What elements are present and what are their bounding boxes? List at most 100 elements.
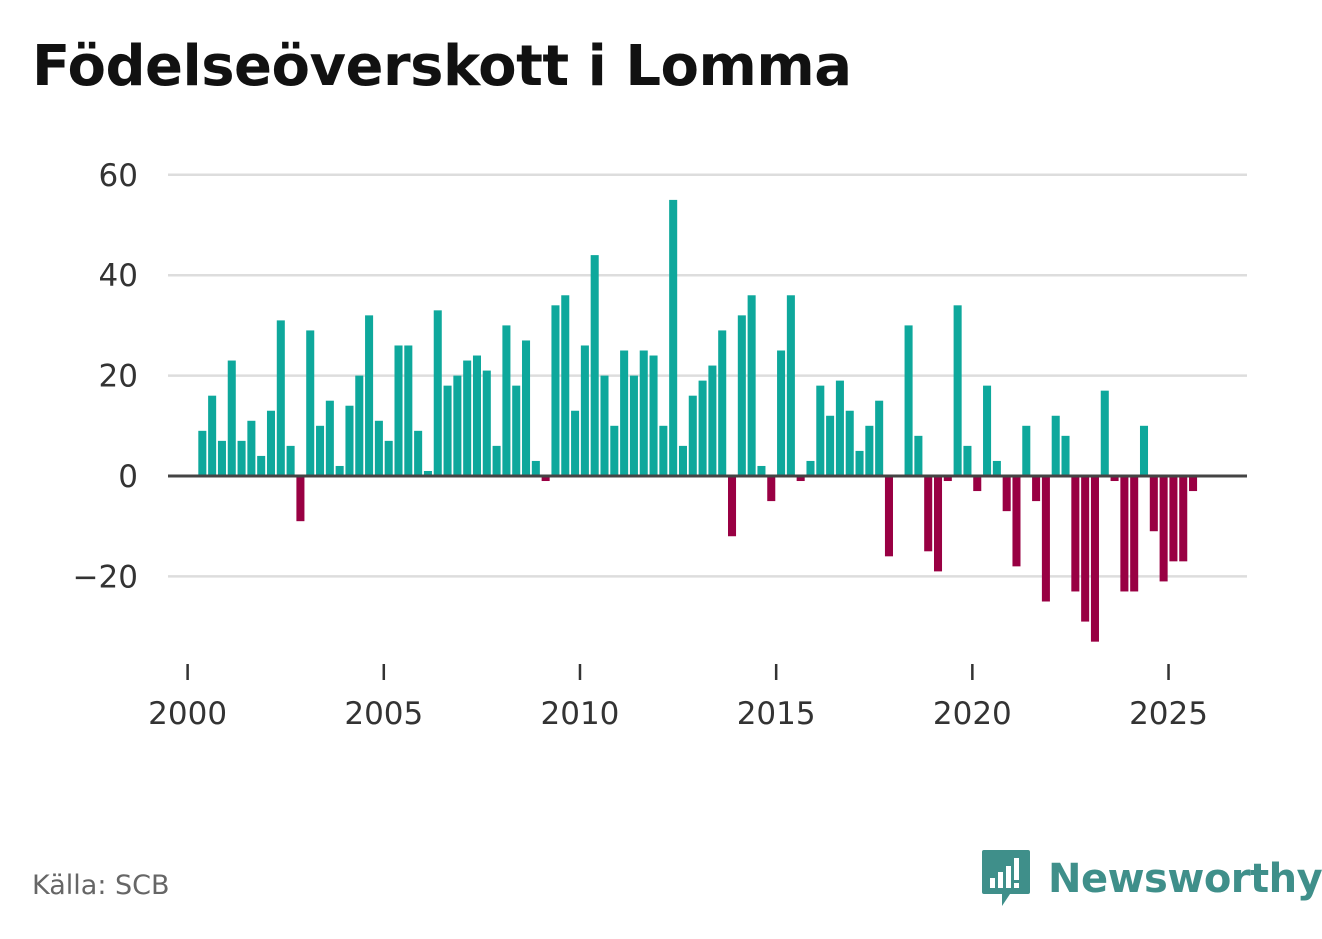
bar-positive <box>1139 425 1149 476</box>
bar-positive <box>669 199 678 476</box>
bar-positive <box>365 315 374 476</box>
bar-positive <box>571 410 580 476</box>
y-tick-label: 0 <box>118 459 138 495</box>
axes: 60 40 20 0 −20 2000 2005 2010 2015 2020 2025 <box>73 158 1247 732</box>
bar-positive <box>806 460 815 476</box>
y-tick-label: 60 <box>99 158 138 194</box>
bar-negative <box>1130 476 1139 592</box>
bar-positive <box>620 350 629 476</box>
bar-positive <box>443 385 452 476</box>
x-tick-label: 2020 <box>933 696 1012 732</box>
bar-negative <box>1081 476 1090 622</box>
source-note: Källa: SCB <box>32 870 170 901</box>
bar-negative <box>1179 476 1188 562</box>
bar-positive <box>855 450 864 476</box>
bar-negative <box>296 476 305 522</box>
bar-positive <box>531 460 540 476</box>
bar-positive <box>757 465 766 476</box>
bar-positive <box>816 385 825 476</box>
bar-positive <box>286 445 295 476</box>
bar-positive <box>983 385 992 476</box>
bar-positive <box>845 410 854 476</box>
bar-positive <box>423 470 432 476</box>
bar-positive <box>698 380 707 476</box>
bar-positive <box>718 330 727 476</box>
bar-positive <box>355 375 364 476</box>
bar-positive <box>904 325 913 476</box>
bar-positive <box>1061 435 1070 476</box>
bar-chart-speech-bubble-icon <box>982 850 1030 906</box>
bar-positive <box>316 425 325 476</box>
bar-positive <box>551 305 560 476</box>
bar-positive <box>472 355 481 476</box>
bar-positive <box>208 395 217 476</box>
bar-positive <box>610 425 619 476</box>
bar-positive <box>1051 415 1060 476</box>
bar-positive <box>492 445 501 476</box>
bar-negative <box>1159 476 1168 582</box>
bar-negative <box>884 476 893 557</box>
bar-positive <box>777 350 786 476</box>
brand-name: Newsworthy <box>1048 856 1322 902</box>
bar-positive <box>561 295 570 476</box>
bar-positive <box>875 400 884 476</box>
bar-positive <box>786 295 795 476</box>
bar-positive <box>992 460 1001 476</box>
bar-positive <box>433 310 442 476</box>
x-tick-label: 2010 <box>541 696 620 732</box>
bar-negative <box>933 476 943 572</box>
chart-title: Födelseöverskott i Lomma <box>32 34 852 99</box>
bar-positive <box>914 435 923 476</box>
bar-negative <box>728 476 737 537</box>
bar-negative <box>1149 476 1158 532</box>
bar-positive <box>678 445 687 476</box>
bar-positive <box>600 375 609 476</box>
bar-positive <box>953 305 962 476</box>
bar-positive <box>649 355 658 476</box>
bar-positive <box>384 440 393 476</box>
bar-positive <box>463 360 472 476</box>
x-tick-label: 2000 <box>148 696 227 732</box>
bar-positive <box>502 325 511 476</box>
bar-positive <box>404 345 413 476</box>
y-tick-label: −20 <box>73 559 138 595</box>
bar-negative <box>924 476 933 552</box>
bar-positive <box>257 455 266 476</box>
bar-negative <box>1002 476 1011 512</box>
bar-positive <box>345 405 354 476</box>
bar-positive <box>590 255 599 476</box>
bar-negative <box>1041 476 1050 602</box>
bar-positive <box>826 415 835 476</box>
bar-positive <box>217 440 226 476</box>
bar-positive <box>335 465 344 476</box>
y-tick-label: 20 <box>99 359 138 395</box>
bar-positive <box>453 375 462 476</box>
bar-positive <box>482 370 491 476</box>
bar-positive <box>580 345 589 476</box>
bar-positive <box>688 395 697 476</box>
bar-negative <box>973 476 982 492</box>
bar-positive <box>325 400 334 476</box>
bar-chart: 60 40 20 0 −20 2000 2005 2010 2015 2020 2025 <box>73 158 1247 732</box>
bars <box>198 199 1198 642</box>
bar-positive <box>374 420 383 476</box>
bar-negative <box>1071 476 1080 592</box>
bar-positive <box>237 440 246 476</box>
bar-positive <box>865 425 874 476</box>
bar-positive <box>394 345 403 476</box>
bar-positive <box>659 425 668 476</box>
bar-positive <box>737 315 746 476</box>
bar-positive <box>198 430 207 476</box>
bar-negative <box>767 476 776 502</box>
bar-positive <box>1022 425 1031 476</box>
bar-negative <box>1032 476 1041 502</box>
bar-positive <box>414 430 423 476</box>
bar-positive <box>835 380 844 476</box>
bar-negative <box>1189 476 1198 492</box>
bar-negative <box>1120 476 1129 592</box>
bar-positive <box>963 445 972 476</box>
brand[interactable]: Newsworthy <box>980 848 1322 910</box>
bar-negative <box>943 476 952 482</box>
bar-positive <box>639 350 648 476</box>
y-tick-label: 40 <box>99 258 138 294</box>
